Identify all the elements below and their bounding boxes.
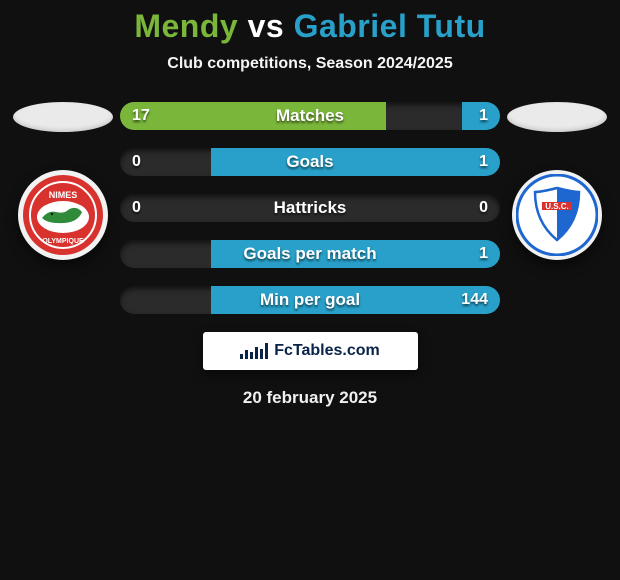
- stats-container: Matches171Goals01Hattricks00Goals per ma…: [120, 102, 500, 314]
- vs-text: vs: [248, 8, 285, 44]
- stat-label: Goals: [120, 148, 500, 176]
- stat-value-left: 17: [132, 102, 150, 130]
- stat-value-right: 1: [479, 102, 488, 130]
- stat-row: Min per goal144: [120, 286, 500, 314]
- club-logo-left: NIMES OLYMPIQUE: [18, 170, 108, 260]
- bar-chart-icon: [240, 343, 268, 359]
- stat-value-right: 144: [461, 286, 488, 314]
- left-logo-column: NIMES OLYMPIQUE: [8, 102, 118, 260]
- body: NIMES OLYMPIQUE U.S.C. Matches171Goals01…: [0, 102, 620, 408]
- stat-row: Goals per match1: [120, 240, 500, 268]
- stat-label: Matches: [120, 102, 500, 130]
- stat-row: Matches17 1: [120, 102, 500, 130]
- page-title: Mendy vs Gabriel Tutu: [0, 8, 620, 45]
- stat-row: Goals0 1: [120, 148, 500, 176]
- player2-silhouette: [507, 102, 607, 132]
- header: Mendy vs Gabriel Tutu Club competitions,…: [0, 0, 620, 77]
- date-text: 20 february 2025: [0, 388, 620, 408]
- player2-name: Gabriel Tutu: [294, 8, 486, 44]
- subtitle: Club competitions, Season 2024/2025: [0, 55, 620, 73]
- stat-value-right: 1: [479, 148, 488, 176]
- stat-label: Min per goal: [120, 286, 500, 314]
- svg-text:U.S.C.: U.S.C.: [545, 202, 569, 211]
- svg-text:OLYMPIQUE: OLYMPIQUE: [42, 238, 84, 245]
- stat-value-right: 0: [479, 194, 488, 222]
- stat-value-left: 0: [132, 194, 141, 222]
- brand-box[interactable]: FcTables.com: [203, 332, 418, 370]
- right-logo-column: U.S.C.: [502, 102, 612, 260]
- stat-label: Goals per match: [120, 240, 500, 268]
- club-logo-right: U.S.C.: [512, 170, 602, 260]
- player1-name: Mendy: [134, 8, 238, 44]
- stat-value-right: 1: [479, 240, 488, 268]
- player1-silhouette: [13, 102, 113, 132]
- svg-text:NIMES: NIMES: [49, 190, 78, 200]
- brand-text: FcTables.com: [274, 342, 380, 360]
- usc-crest-icon: U.S.C.: [516, 174, 598, 256]
- stat-row: Hattricks0 0: [120, 194, 500, 222]
- nimes-crest-icon: NIMES OLYMPIQUE: [22, 174, 104, 256]
- stat-value-left: 0: [132, 148, 141, 176]
- stat-label: Hattricks: [120, 194, 500, 222]
